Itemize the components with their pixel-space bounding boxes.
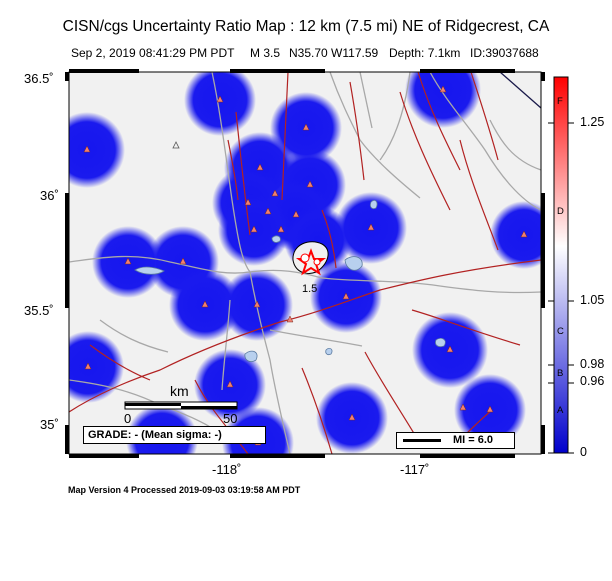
mi-legend: MI = 6.0	[396, 432, 515, 449]
event-magnitude: M 3.5	[250, 46, 281, 60]
mi-legend-bar	[403, 439, 441, 442]
grade-box: GRADE: - (Mean sigma: -)	[83, 426, 266, 444]
map-frame	[65, 69, 545, 458]
colorbar	[548, 76, 574, 454]
colorbar-tick: 0.96	[580, 374, 605, 388]
event-id: ID:39037688	[470, 46, 539, 60]
footer-processed: Map Version 4 Processed 2019-09-03 03:19…	[68, 485, 301, 495]
roads	[69, 72, 541, 454]
colorbar-tick: 1.05	[580, 293, 605, 307]
faults	[69, 72, 541, 454]
lon-label: -118˚	[212, 462, 242, 477]
event-coords: N35.70 W117.59	[289, 46, 379, 60]
mi-legend-label: MI = 6.0	[453, 434, 494, 446]
lat-label: 36.5˚	[24, 71, 54, 86]
event-date: Sep 2, 2019 08:41:29 PM PDT	[71, 46, 235, 60]
scale-bar-start: 0	[124, 411, 131, 426]
contour-label: 1.5	[302, 283, 317, 295]
colorbar-letter: F	[557, 96, 563, 107]
station-halos	[69, 72, 541, 454]
colorbar-tick: 0	[580, 445, 587, 459]
lat-label: 36˚	[40, 188, 59, 203]
colorbar-letter: C	[557, 326, 564, 337]
uncertainty-contour	[292, 241, 329, 274]
colorbar-letter: D	[557, 206, 564, 217]
scale-bar	[124, 401, 238, 410]
state-boundary	[499, 72, 541, 109]
colorbar-tick: 0.98	[580, 357, 605, 371]
colorbar-tick: 1.25	[580, 115, 605, 129]
epicenter-marker	[295, 248, 327, 276]
colorbar-letter: A	[557, 405, 564, 416]
lat-label: 35.5˚	[24, 303, 54, 318]
colorbar-letter: B	[557, 368, 564, 379]
lat-label: 35˚	[40, 417, 59, 432]
station-unknown	[172, 141, 180, 149]
map-title: CISN/cgs Uncertainty Ratio Map : 12 km (…	[62, 18, 550, 35]
scale-bar-end: 50	[223, 411, 237, 426]
lon-label: -117˚	[400, 462, 430, 477]
scale-bar-title: km	[170, 383, 189, 399]
event-depth: Depth: 7.1km	[389, 46, 461, 60]
lakes	[134, 200, 446, 362]
